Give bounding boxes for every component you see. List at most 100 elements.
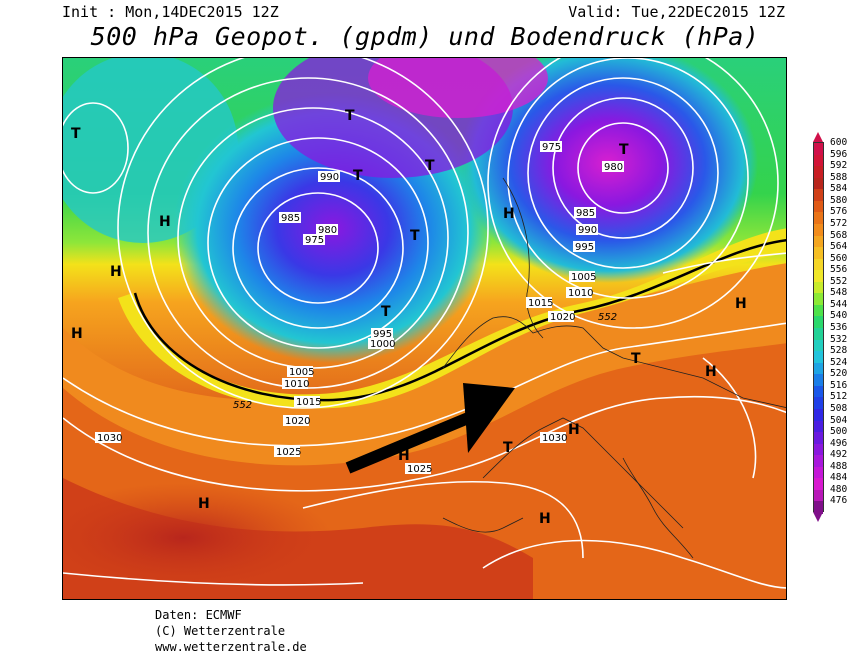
high-marker: H xyxy=(398,448,410,464)
legend-swatch xyxy=(814,212,823,225)
legend-value: 592 xyxy=(830,160,848,172)
high-marker: H xyxy=(110,264,122,280)
legend-value: 492 xyxy=(830,449,848,461)
isobar-label: 1015 xyxy=(296,397,321,408)
isobar-label: 975 xyxy=(305,235,324,246)
high-marker: H xyxy=(568,422,580,438)
weather-map: H H H H H H H H H H T T T T T T T T T 55… xyxy=(62,57,787,600)
legend-swatch xyxy=(814,408,823,421)
legend-swatch xyxy=(814,200,823,213)
isobar-label: 1025 xyxy=(407,464,432,475)
legend-swatch xyxy=(814,362,823,375)
legend-swatch xyxy=(814,397,823,410)
legend-value: 556 xyxy=(830,264,848,276)
high-marker: H xyxy=(71,326,83,342)
legend-value: 536 xyxy=(830,322,848,333)
footer-data-source: Daten: ECMWF xyxy=(155,608,242,622)
legend-value: 544 xyxy=(830,298,848,310)
isobar-label: 1015 xyxy=(528,298,553,309)
low-marker: T xyxy=(503,440,513,456)
legend-value: 496 xyxy=(830,437,848,449)
low-marker: T xyxy=(619,142,629,158)
isobar-label: 1020 xyxy=(285,416,310,427)
low-magenta-north xyxy=(368,58,548,118)
high-marker: H xyxy=(503,206,515,222)
legend-swatch xyxy=(814,328,823,341)
legend-value: 588 xyxy=(830,171,848,183)
legend-swatch xyxy=(814,270,823,283)
isobar-label: 1020 xyxy=(550,312,575,323)
legend-swatch xyxy=(814,258,823,271)
isobar-label: 1005 xyxy=(289,367,314,378)
legend-swatch xyxy=(814,235,823,248)
chart-title: 500 hPa Geopot. (gpdm) und Bodendruck (h… xyxy=(90,22,760,51)
legend-value: 528 xyxy=(830,345,848,357)
legend-swatch xyxy=(814,501,823,514)
low-marker: T xyxy=(345,108,355,124)
isobar-label: 995 xyxy=(575,242,594,253)
color-legend xyxy=(813,142,824,514)
isobar-label: 985 xyxy=(281,213,300,224)
footer-copyright: (C) Wetterzentrale xyxy=(155,624,286,638)
isobar-label: 975 xyxy=(542,142,561,153)
isobar-label: 1005 xyxy=(571,272,596,283)
isobar-label: 995 xyxy=(373,329,392,340)
low-marker: T xyxy=(353,168,363,184)
legend-value: 508 xyxy=(830,402,848,414)
legend-swatch xyxy=(814,351,823,364)
legend-swatch xyxy=(814,374,823,387)
isobar-label: 1000 xyxy=(370,339,395,350)
contour-552-labels: 552 552 xyxy=(233,312,617,411)
legend-swatch xyxy=(814,432,823,445)
legend-swatch xyxy=(814,281,823,294)
high-marker: H xyxy=(159,214,171,230)
legend-swatch xyxy=(814,154,823,167)
isobar-label: 1030 xyxy=(97,433,122,444)
legend-swatch xyxy=(814,489,823,502)
legend-value: 500 xyxy=(830,426,848,438)
pressure-centers: H H H H H H H H H H T T T T T T T T T xyxy=(71,108,747,527)
legend-swatch xyxy=(814,143,823,156)
legend-swatch xyxy=(814,420,823,433)
footer-url: www.wetterzentrale.de xyxy=(155,640,307,654)
legend-value: 524 xyxy=(830,356,848,368)
legend-value: 596 xyxy=(830,148,848,160)
isobar-labels: 1030 1025 1020 1015 1010 1005 1000 995 9… xyxy=(95,141,624,475)
legend-value: 548 xyxy=(830,287,848,299)
isobar-label: 980 xyxy=(318,225,337,236)
legend-swatch xyxy=(814,166,823,179)
legend-value: 512 xyxy=(830,391,848,403)
svg-text:552: 552 xyxy=(233,400,252,411)
valid-time: Valid: Tue,22DEC2015 12Z xyxy=(568,3,785,21)
legend-swatch xyxy=(814,177,823,190)
legend-value: 552 xyxy=(830,275,848,287)
isobar-label: 980 xyxy=(604,162,623,173)
legend-value: 484 xyxy=(830,472,848,484)
legend-swatch xyxy=(814,455,823,468)
legend-value: 488 xyxy=(830,460,848,472)
low-marker: T xyxy=(425,158,435,174)
legend-top-arrow xyxy=(813,132,823,142)
legend-value: 572 xyxy=(830,217,848,229)
map-canvas: H H H H H H H H H H T T T T T T T T T 55… xyxy=(63,58,786,599)
legend-swatch xyxy=(814,247,823,260)
legend-value: 532 xyxy=(830,333,848,345)
legend-swatch xyxy=(814,293,823,306)
high-marker: H xyxy=(735,296,747,312)
low-marker: T xyxy=(631,351,641,367)
isobar-label: 1010 xyxy=(284,379,309,390)
legend-value: 564 xyxy=(830,241,848,253)
contour-552 xyxy=(133,239,786,402)
legend-value: 600 xyxy=(830,137,848,148)
legend-value: 480 xyxy=(830,483,848,495)
high-marker: H xyxy=(705,364,717,380)
legend-swatch xyxy=(814,223,823,236)
isobar-label: 985 xyxy=(576,208,595,219)
low-marker: T xyxy=(71,126,81,142)
legend-value: 568 xyxy=(830,229,848,241)
coastlines xyxy=(442,177,786,559)
legend-swatch xyxy=(814,466,823,479)
svg-text:552: 552 xyxy=(598,312,617,323)
high-core-sw xyxy=(63,483,333,593)
low-marker: T xyxy=(410,228,420,244)
